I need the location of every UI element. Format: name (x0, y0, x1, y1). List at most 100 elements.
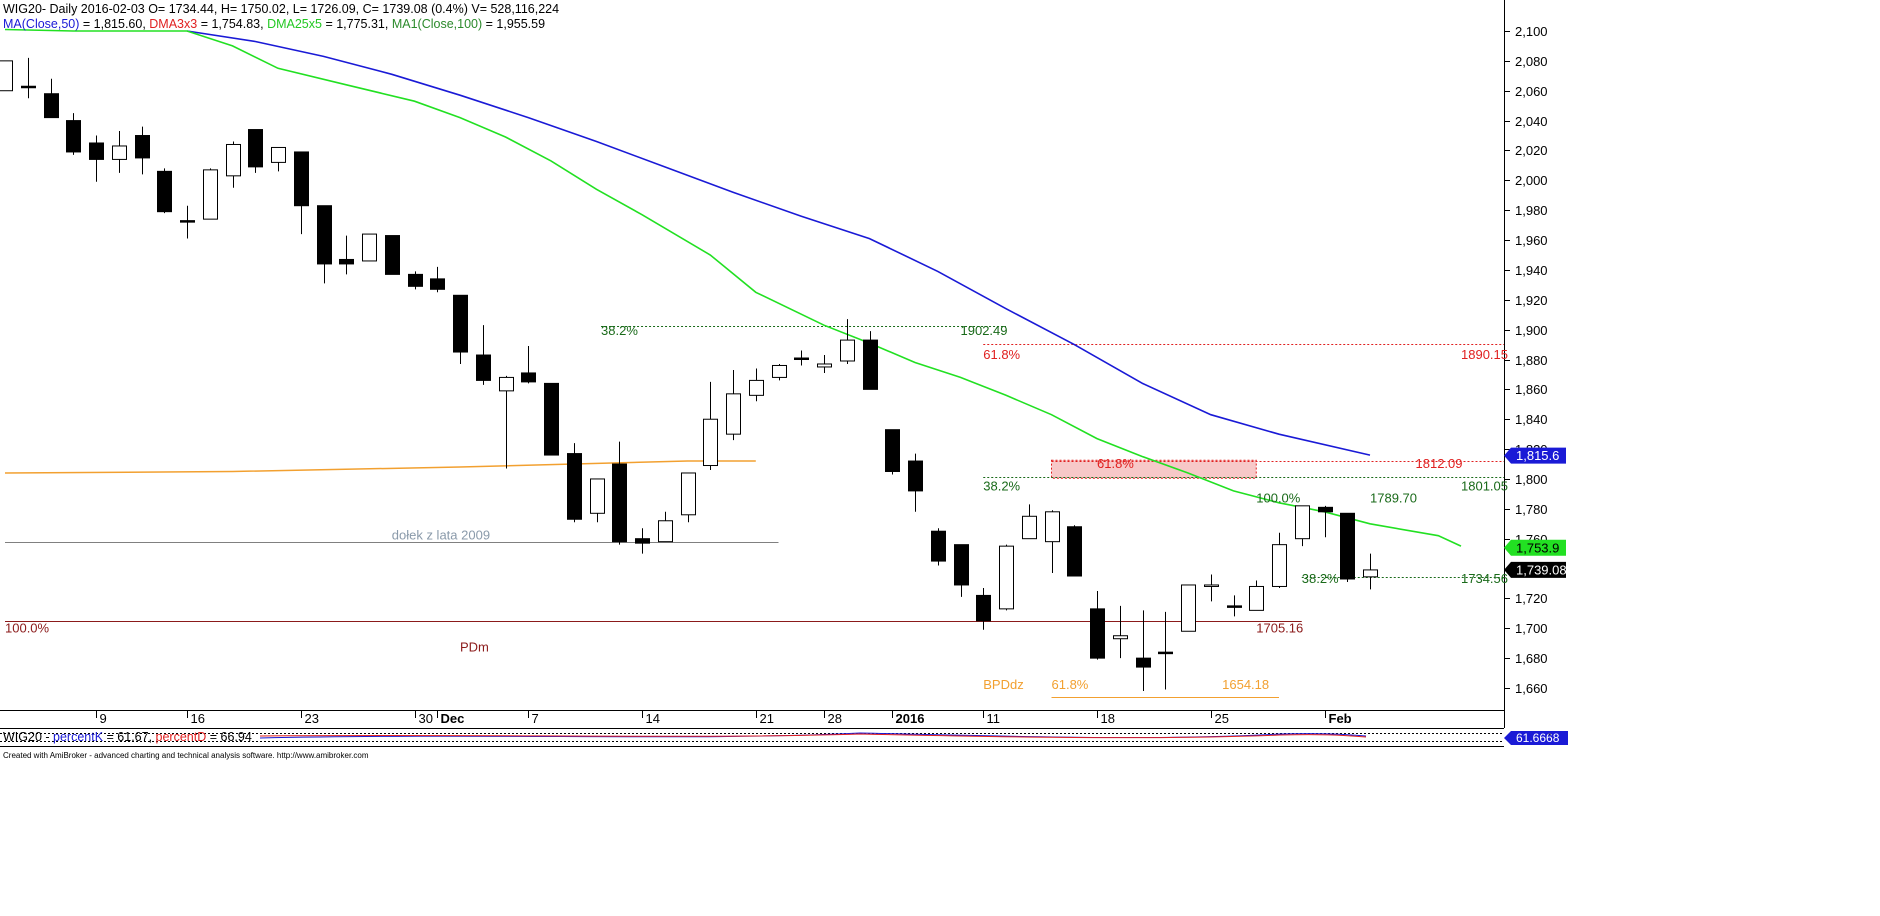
candle-body (1295, 505, 1310, 540)
candle-body (1249, 585, 1264, 611)
candle-body (476, 354, 491, 381)
price-label-bg (1504, 447, 1566, 464)
indicator-legend: WIG20 - percentK = 61.67, percentD = 66.… (3, 730, 252, 744)
candle-body (1113, 635, 1128, 640)
indicator-price-label: 61.6668 (1516, 731, 1560, 745)
percentD-line (259, 733, 1367, 739)
x-tick-label: 9 (100, 711, 107, 726)
candle-body (453, 294, 468, 353)
candle-body (180, 220, 195, 223)
candle-body (1340, 512, 1355, 580)
candle-body (817, 363, 832, 368)
x-tick-label: Dec (441, 711, 465, 726)
y-axis: 1,6601,6801,7001,7201,7401,7601,7801,800… (1504, 24, 1548, 696)
x-tick-label: 2016 (896, 711, 925, 726)
dma25-legend: DMA25x5 (267, 17, 322, 31)
candle-body (317, 205, 332, 265)
price-label-bg (1504, 561, 1566, 578)
percentD-value: = 66.94 (206, 730, 252, 744)
y-tick-label: 1,920 (1515, 293, 1548, 308)
y-tick-label: 2,020 (1515, 143, 1548, 158)
series-ma50 (186, 30, 1371, 456)
candle-body (89, 142, 104, 160)
candle-body (1181, 584, 1196, 632)
annotation-label: 1654.18 (1222, 677, 1269, 692)
y-tick-label: 1,780 (1515, 502, 1548, 517)
candle-body (544, 382, 559, 456)
candle-body (749, 379, 764, 396)
candle-body (1090, 608, 1105, 659)
y-tick-label: 1,980 (1515, 203, 1548, 218)
y-tick-label: 1,800 (1515, 472, 1548, 487)
percentK-value: = 61.67, (103, 730, 155, 744)
y-tick-label: 1,700 (1515, 621, 1548, 636)
x-tick-label: 21 (760, 711, 774, 726)
header-line1: WIG20- Daily 2016-02-03 O= 1734.44, H= 1… (3, 2, 559, 16)
annotations: 38.2% 1902.49 61.8% 1890.15 61.8% 1812.09 38.2… (5, 323, 1508, 692)
candle-body (248, 129, 263, 168)
price-label: 1,739.08 (1516, 562, 1567, 577)
y-tick-label: 1,860 (1515, 382, 1548, 397)
y-tick-label: 2,060 (1515, 84, 1548, 99)
price-label: 1,753.9 (1516, 540, 1559, 555)
candle-body (931, 530, 946, 562)
candle-body (1318, 506, 1333, 513)
candle-body (681, 472, 696, 516)
price-labels: 1,815.6 1,753.9 1,739.08 (1504, 447, 1567, 578)
candle-body (1272, 544, 1287, 587)
candle-body (112, 145, 127, 160)
y-tick-label: 2,100 (1515, 24, 1548, 39)
candle-body (726, 393, 741, 435)
header-line2: MA(Close,50) = 1,815.60, DMA3x3 = 1,754.… (3, 17, 545, 31)
candle-body (612, 463, 627, 543)
candle-body (1045, 511, 1060, 543)
dma25-value: = 1,775.31, (322, 17, 392, 31)
candle-body (362, 233, 377, 262)
candle-body (521, 372, 536, 383)
indicator-prefix: WIG20 - (3, 730, 53, 744)
x-tick-label: 25 (1215, 711, 1229, 726)
candle-body (1067, 526, 1082, 577)
x-axis: 9 16 23 30 Dec 7 14 21 28 2016 11 18 25 Feb (96, 711, 1352, 726)
percentK-line (259, 732, 1367, 739)
price-label: 1,815.6 (1516, 448, 1559, 463)
candle-body (1022, 515, 1037, 540)
candle-body (567, 453, 582, 520)
y-tick-label: 1,900 (1515, 323, 1548, 338)
candle-body (703, 418, 718, 467)
dma3-value: = 1,754.83, (197, 17, 267, 31)
candle-body (294, 151, 309, 207)
candle-body (430, 278, 445, 290)
candle-body (339, 258, 354, 265)
candle-body (385, 235, 400, 275)
candle-body (21, 85, 36, 89)
y-tick-label: 2,080 (1515, 54, 1548, 69)
ma50-value: = 1,815.60, (79, 17, 149, 31)
y-tick-label: 1,660 (1515, 681, 1548, 696)
candle-body (226, 143, 241, 177)
series-orange (4, 460, 756, 474)
x-tick-label: Feb (1329, 711, 1352, 726)
candle-body (590, 478, 605, 514)
x-tick-label: 28 (828, 711, 842, 726)
candle-body (1363, 569, 1378, 578)
annotation-label: dołek z lata 2009 (392, 528, 490, 543)
annotation-label: 38.2% (601, 323, 638, 338)
x-tick-label: 7 (532, 711, 539, 726)
y-tick-label: 1,680 (1515, 651, 1548, 666)
annotation-label: 1890.15 (1461, 347, 1508, 362)
candle-body (794, 357, 809, 361)
fib-zone (1051, 459, 1257, 479)
candle-body (66, 120, 81, 153)
x-tick-label: 30 (419, 711, 433, 726)
candle-body (658, 520, 673, 543)
candle-body (863, 339, 878, 390)
annotation-label: 1705.16 (1256, 620, 1303, 635)
ma50-legend: MA(Close,50) (3, 17, 79, 31)
candle-body (954, 544, 969, 586)
annotation-label: 38.2% (1302, 571, 1339, 586)
candle-body (408, 273, 423, 287)
candle-body (999, 545, 1014, 610)
y-tick-label: 1,940 (1515, 263, 1548, 278)
